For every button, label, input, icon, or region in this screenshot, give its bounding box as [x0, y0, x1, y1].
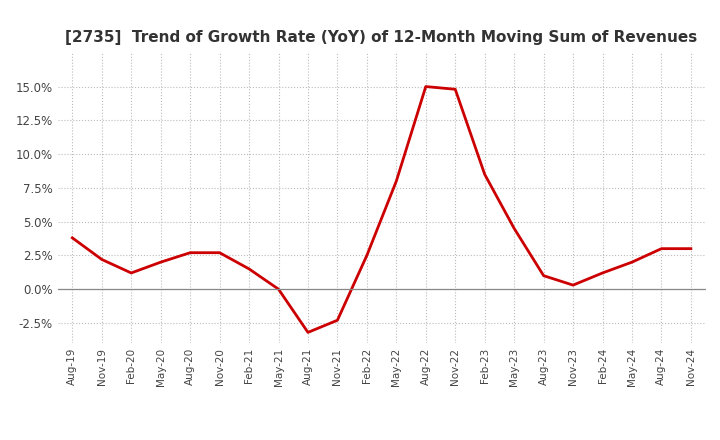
Title: [2735]  Trend of Growth Rate (YoY) of 12-Month Moving Sum of Revenues: [2735] Trend of Growth Rate (YoY) of 12-… [66, 29, 698, 45]
